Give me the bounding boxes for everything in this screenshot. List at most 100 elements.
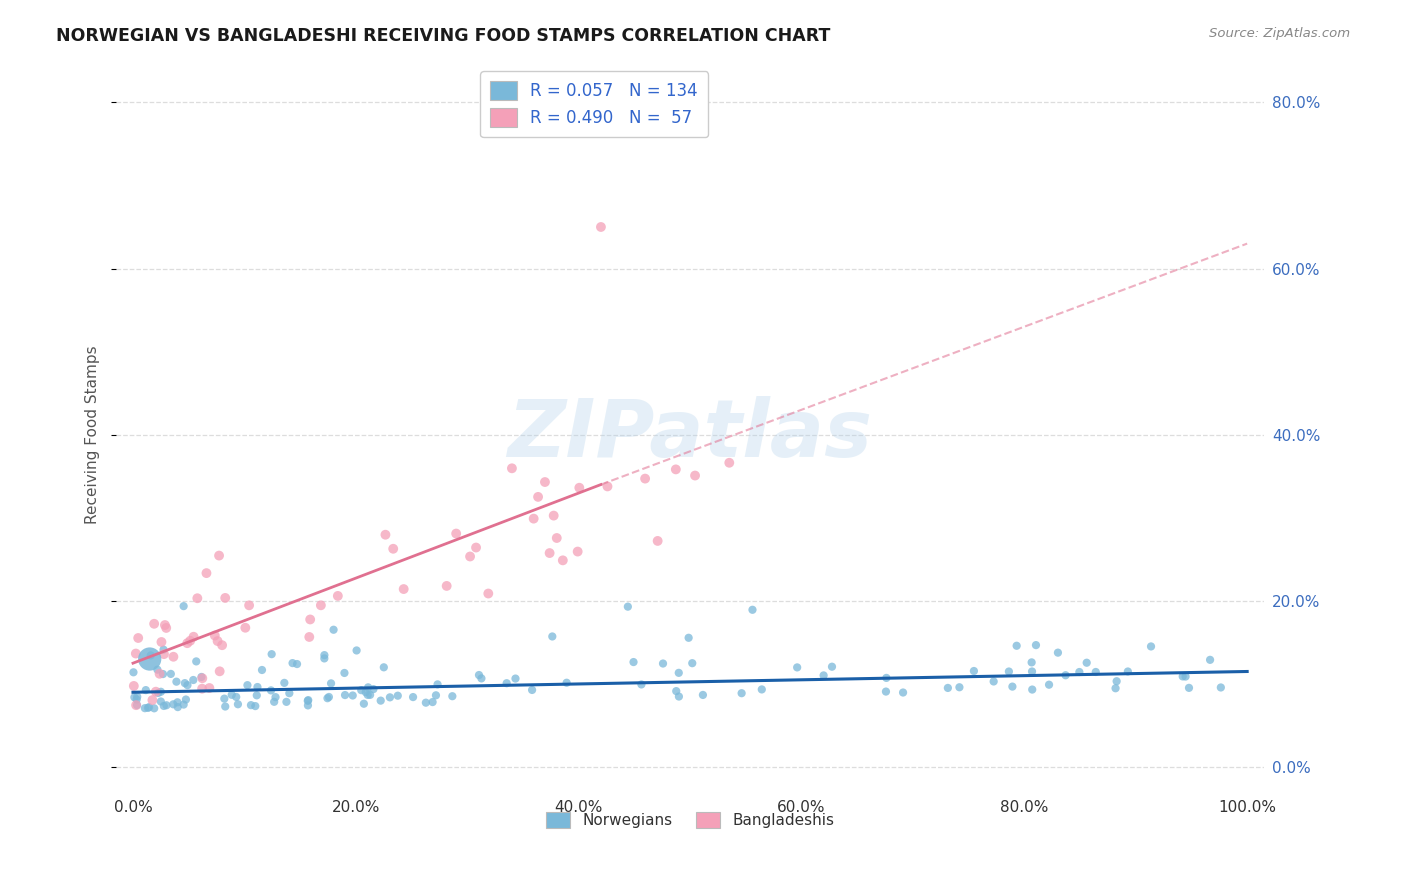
Point [1104,681,1126,696]
Text: NORWEGIAN VS BANGLADESHI RECEIVING FOOD STAMPS CORRELATION CHART: NORWEGIAN VS BANGLADESHI RECEIVING FOOD … [56,27,831,45]
Point [208,549,231,563]
Point [138,700,160,714]
Point [342,689,364,703]
Point [139,648,162,663]
Point [538,546,561,560]
Point [214,699,236,714]
Point [138,652,160,666]
Point [346,643,368,657]
Point [623,655,645,669]
Y-axis label: Receiving Food Stamps: Receiving Food Stamps [86,345,100,524]
Point [245,699,267,714]
Point [152,667,174,681]
Point [415,696,437,710]
Point [786,660,808,674]
Point [1076,656,1098,670]
Point [422,695,444,709]
Point [730,686,752,700]
Point [665,462,688,476]
Point [527,490,550,504]
Point [322,623,344,637]
Point [173,698,195,712]
Point [668,690,690,704]
Point [357,688,380,702]
Point [523,511,546,525]
Point [1084,665,1107,679]
Point [238,599,260,613]
Point [127,631,149,645]
Point [718,456,741,470]
Point [555,675,578,690]
Point [165,674,187,689]
Point [173,676,195,690]
Point [568,481,591,495]
Point [382,541,405,556]
Point [214,691,236,706]
Point [183,630,205,644]
Point [589,219,612,234]
Point [246,689,269,703]
Point [1174,669,1197,683]
Point [297,694,319,708]
Point [285,657,308,671]
Point [936,681,959,695]
Point [125,698,148,713]
Point [1025,638,1047,652]
Point [159,667,181,681]
Point [426,677,449,691]
Point [263,695,285,709]
Point [652,657,675,671]
Point [125,647,148,661]
Point [505,672,527,686]
Point [135,683,157,698]
Point [551,553,574,567]
Point [221,688,243,702]
Point [191,671,214,685]
Point [357,681,380,695]
Point [1105,674,1128,689]
Point [1199,653,1222,667]
Point [534,475,557,489]
Point [1005,639,1028,653]
Point [477,586,499,600]
Point [141,693,163,707]
Point [276,695,298,709]
Point [541,630,564,644]
Point [155,698,177,713]
Point [444,526,467,541]
Point [821,659,844,673]
Point [1171,669,1194,683]
Point [186,654,208,668]
Point [963,664,986,678]
Point [146,686,169,700]
Point [441,689,464,703]
Point [1001,680,1024,694]
Point [402,690,425,704]
Point [264,690,287,705]
Point [309,599,332,613]
Legend: Norwegians, Bangladeshis: Norwegians, Bangladeshis [540,805,841,834]
Point [678,631,700,645]
Point [546,531,568,545]
Point [370,693,392,707]
Point [596,479,619,493]
Point [226,698,249,712]
Point [875,671,897,685]
Point [297,698,319,713]
Point [387,689,409,703]
Point [186,591,208,606]
Point [692,688,714,702]
Point [1021,656,1043,670]
Point [333,665,356,680]
Point [162,649,184,664]
Point [425,688,447,702]
Point [1209,681,1232,695]
Point [136,701,159,715]
Point [250,663,273,677]
Point [239,698,262,713]
Point [436,579,458,593]
Point [298,630,321,644]
Point [281,656,304,670]
Point [195,566,218,581]
Point [125,698,148,712]
